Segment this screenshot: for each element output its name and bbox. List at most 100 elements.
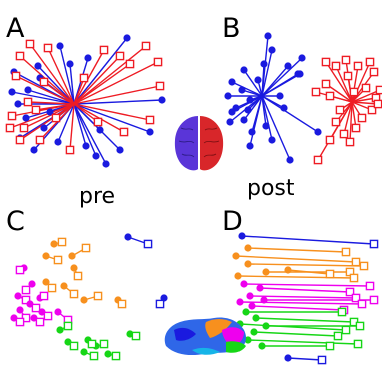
panel-b-red-node: [375, 85, 382, 95]
panel-d-link: [247, 263, 365, 267]
panel-d-dot-node: [260, 296, 268, 304]
panel-d-dot-node: [250, 328, 258, 336]
panel-c-square-node: [47, 283, 57, 293]
panel-letter-d: D: [222, 206, 243, 237]
panel-a-red-link: [19, 103, 75, 141]
panel-d-square-node: [341, 325, 351, 335]
panel-d-link: [235, 255, 357, 263]
panel-a-red-link: [15, 75, 75, 105]
panel-c-square-node: [15, 265, 25, 275]
panel-d-dot-node: [256, 284, 264, 292]
panel-a-red-node: [15, 135, 25, 145]
panel-a-blue-node: [56, 42, 64, 50]
panel-d-link: [253, 331, 339, 337]
panel-b-red-node: [339, 129, 349, 139]
panel-b-blue-node: [226, 118, 234, 126]
panel-c-square-node: [99, 339, 109, 349]
panel-c-square-node: [63, 321, 73, 331]
panel-a-red-node: [15, 51, 25, 61]
panel-b-red-link: [317, 101, 353, 161]
panel-a-blue-link: [69, 63, 75, 105]
panel-a-red-node: [145, 115, 155, 125]
panel-d-square-node: [333, 331, 343, 341]
panel-a-blue-link: [59, 45, 75, 105]
panel-b-red-node: [367, 105, 377, 115]
panel-b-blue-node: [280, 104, 288, 112]
panel-a-red-node: [99, 45, 109, 55]
panel-c-dot-node: [80, 348, 88, 356]
panel-b-blue-node: [246, 142, 254, 150]
panel-c-square-node: [43, 311, 53, 321]
panel-a-blue-node: [14, 100, 22, 108]
panel-d-square-node: [341, 247, 351, 257]
panel-d-square-node: [337, 307, 347, 317]
panel-b-red-link: [343, 101, 353, 135]
panel-a-red-node: [39, 77, 49, 87]
panel-b-blue-link: [261, 95, 319, 133]
label-pre: pre: [79, 184, 115, 209]
panel-b-red-link: [335, 65, 353, 103]
panel-a-red-node: [7, 111, 17, 121]
panel-b-blue-node: [268, 46, 276, 54]
panel-c-dot-node: [60, 282, 68, 290]
panel-letter-a: A: [6, 13, 25, 44]
panel-a-red-node: [11, 71, 21, 81]
panel-d-square-node: [345, 287, 355, 297]
panel-a-red-link: [73, 45, 147, 105]
panel-b-red-node: [357, 113, 367, 123]
panel-b-blue-node: [286, 156, 294, 164]
panel-d-square-node: [351, 257, 361, 267]
brain-side-region-green: [226, 341, 246, 353]
panel-a-blue-node: [146, 128, 154, 136]
panel-b-blue-link: [231, 81, 263, 97]
panel-c-dot-node: [124, 233, 132, 241]
panel-d-square-node: [369, 239, 379, 249]
panel-a-blue-node: [40, 124, 48, 132]
panel-c-square-node: [131, 331, 141, 341]
panel-c-square-node: [111, 351, 121, 361]
panel-c-dot-node: [104, 350, 112, 358]
panel-b-red-node: [365, 57, 375, 67]
panel-d-dot-node: [248, 302, 256, 310]
panel-a-red-node: [23, 97, 33, 107]
panel-d-dot-node: [244, 260, 252, 268]
panel-a-blue-link: [57, 103, 75, 143]
panel-d-square-node: [365, 281, 375, 291]
panel-a-blue-node: [96, 126, 104, 134]
panel-a-red-node: [19, 123, 29, 133]
panel-d-square-node: [359, 261, 369, 271]
panel-d-link: [287, 269, 331, 275]
panel-c-square-node: [53, 255, 63, 265]
panel-a-red-link: [73, 55, 121, 105]
panel-b-red-node: [331, 117, 341, 127]
panel-a-blue-link: [73, 99, 163, 105]
panel-d-link: [249, 295, 357, 299]
panel-c-square-node: [143, 239, 153, 249]
panel-a-red-node: [119, 127, 129, 137]
panel-b-blue-node: [264, 32, 272, 40]
panel-b-red-node: [325, 91, 335, 101]
panel-a-red-node: [93, 117, 103, 127]
panel-d-dot-node: [238, 232, 246, 240]
panel-d-dot-node: [244, 336, 252, 344]
panel-d-square-node: [357, 299, 367, 309]
panel-a-red-link: [69, 103, 75, 151]
panel-d-link: [239, 323, 347, 331]
panel-d-link: [259, 287, 351, 293]
panel-a-blue-node: [24, 86, 32, 94]
panel-a-red-node: [31, 105, 41, 115]
panel-a-blue-link: [73, 103, 151, 133]
panel-c-square-node: [117, 299, 127, 309]
panel-b-blue-node: [246, 96, 254, 104]
panel-b-red-node: [341, 55, 351, 65]
panel-a-red-link: [73, 77, 85, 105]
panel-d-dot-node: [236, 298, 244, 306]
panel-b-red-node: [313, 155, 323, 165]
panel-b-blue-node: [240, 66, 248, 74]
panel-c-square-node: [155, 299, 165, 309]
brain-left-hemisphere: [174, 116, 198, 171]
panel-d-link: [255, 317, 355, 323]
panel-d-dot-node: [262, 322, 270, 330]
